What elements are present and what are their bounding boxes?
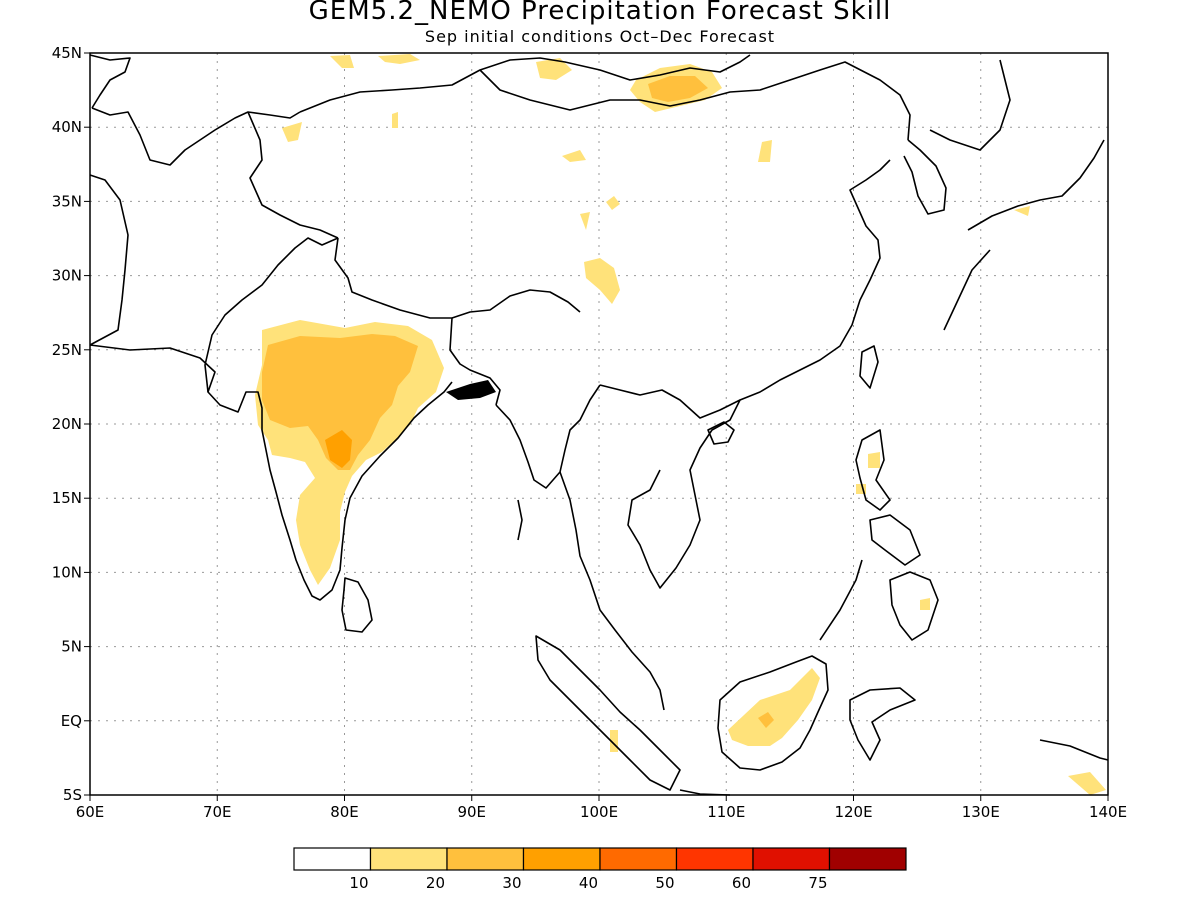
border-mongolia-china: [479, 61, 911, 141]
lon-tick-label: 70E: [203, 803, 232, 821]
map-title: GEM5.2_NEMO Precipitation Forecast Skill: [308, 0, 892, 26]
coast-ganges-delta: [446, 380, 496, 400]
lat-tick-label: 5S: [63, 786, 82, 804]
lon-tick-label: 120E: [834, 803, 872, 821]
lat-tick-label: 45N: [52, 44, 82, 62]
lat-tick-label: 20N: [52, 415, 82, 433]
lat-tick-label: 10N: [52, 563, 82, 581]
colorbar-swatch: [752, 847, 831, 871]
skill-region-philippines-1: [868, 452, 880, 468]
skill-region-india-core: [262, 334, 418, 470]
colorbar-swatch: [599, 847, 678, 871]
lat-tick-labels: 5S EQ 5N 10N 15N 20N 25N 30N 35N 40N 45N: [52, 44, 90, 804]
coast-borneo: [717, 655, 829, 771]
skill-region-tibet-3: [606, 196, 620, 210]
colorbar-swatch: [369, 847, 448, 871]
coast-new-guinea: [1039, 739, 1109, 761]
lon-tick-label: 80E: [330, 803, 359, 821]
coast-korea: [903, 139, 947, 215]
coast-japan-honshu: [967, 139, 1105, 231]
coast-caspian-region: [89, 54, 131, 109]
skill-region-tibet-2: [580, 212, 590, 230]
border-china-west: [247, 111, 339, 239]
lon-tick-label: 140E: [1089, 803, 1127, 821]
skill-region-china-2: [758, 140, 772, 162]
skill-region-north-2: [378, 54, 420, 64]
skill-region-borneo: [728, 668, 820, 746]
skill-region-india-peak: [325, 430, 352, 468]
coast-mindanao: [889, 571, 939, 641]
skill-region-kazakh: [282, 122, 302, 142]
coast-china: [739, 159, 891, 401]
skill-region-north-3: [330, 55, 354, 68]
border-pakistan-india: [204, 237, 339, 393]
skill-region-japan: [1014, 206, 1030, 216]
lat-tick-label: 25N: [52, 341, 82, 359]
colorbar-level-label: 60: [732, 874, 751, 892]
colorbar-swatch: [675, 847, 754, 871]
coast-hainan: [707, 421, 735, 445]
coast-visayas: [869, 514, 921, 566]
lat-tick-label: 35N: [52, 192, 82, 210]
colorbar-level-label: 50: [655, 874, 674, 892]
skill-region-gobi: [392, 112, 398, 128]
skill-region-tibet-1: [562, 150, 586, 162]
coast-sulawesi: [849, 687, 916, 761]
skill-region-papua: [1068, 772, 1106, 795]
coastlines: [89, 54, 1109, 796]
lat-tick-label: 5N: [61, 638, 82, 656]
lat-tick-label: 40N: [52, 118, 82, 136]
coast-sumatra: [535, 635, 681, 791]
colorbar-level-label: 10: [349, 874, 368, 892]
border-mongolia-russia: [299, 54, 751, 113]
coast-taiwan: [859, 345, 879, 389]
border-iran-afghanistan: [89, 174, 129, 346]
colorbar-swatch: [828, 847, 907, 871]
colorbar-swatch: [522, 847, 601, 871]
skill-region-china-1: [584, 258, 620, 304]
border-manchuria: [929, 59, 1011, 151]
lat-tick-label: 15N: [52, 489, 82, 507]
colorbar-swatch: [293, 847, 372, 871]
coast-west-india: [89, 344, 453, 601]
colorbar-swatch: [446, 847, 525, 871]
border-central-asia: [91, 107, 301, 166]
coast-luzon: [855, 429, 891, 511]
skill-region-borneo-core: [758, 712, 774, 728]
colorbar: 10 20 30 40 50 60 75: [293, 847, 907, 892]
lon-tick-label: 110E: [707, 803, 745, 821]
coast-sri-lanka: [341, 577, 373, 633]
skill-region-north-1: [536, 58, 572, 80]
lat-tick-label: 30N: [52, 267, 82, 285]
lat-tick-label: EQ: [61, 712, 82, 730]
lon-tick-label: 60E: [76, 803, 105, 821]
coast-thai-peninsula: [559, 471, 665, 711]
colorbar-level-label: 30: [502, 874, 521, 892]
lon-tick-label: 90E: [457, 803, 486, 821]
lon-tick-label: 100E: [580, 803, 618, 821]
colorbar-level-label: 75: [808, 874, 827, 892]
coast-andaman: [517, 499, 523, 541]
coast-palawan: [819, 559, 863, 641]
coast-japan-kyushu: [943, 249, 991, 331]
coast-indochina: [599, 384, 741, 589]
skill-region-mindanao: [920, 598, 930, 610]
skill-region-mongolia-core: [648, 76, 708, 102]
colorbar-level-label: 40: [579, 874, 598, 892]
coast-myanmar: [495, 384, 601, 489]
map-subtitle: Sep initial conditions Oct–Dec Forecast: [424, 27, 776, 46]
border-bangladesh: [449, 317, 501, 406]
lon-tick-labels: 60E 70E 80E 90E 100E 110E 120E 130E 140E: [76, 795, 1127, 821]
colorbar-level-label: 20: [426, 874, 445, 892]
lon-tick-label: 130E: [962, 803, 1000, 821]
